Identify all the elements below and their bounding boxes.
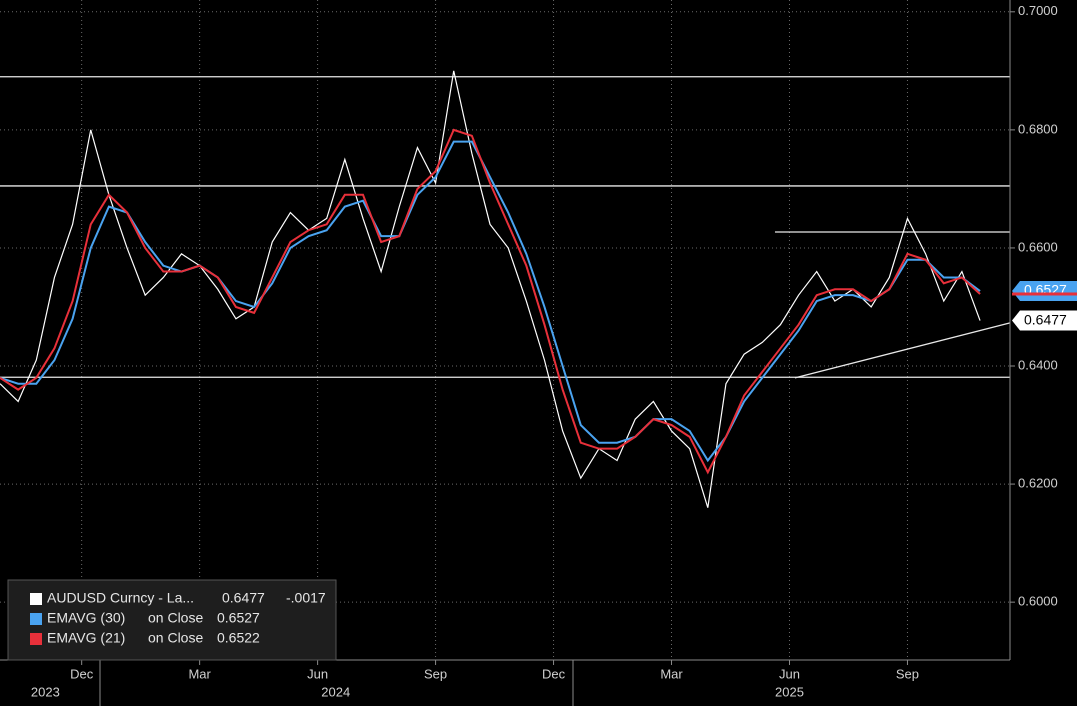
legend-swatch [30,613,42,625]
axes: 0.6000 0.6200 0.6400 0.6600 0.6800 0.7000 Dec M… [31,3,1077,699]
y-tick-label: 0.6000 [1018,594,1058,609]
value-tag-label: 0.6477 [1024,311,1067,327]
legend-swatch [30,633,42,645]
legend-value: 0.6477 [222,590,265,606]
annotations [0,76,1011,379]
value-marker [1012,292,1077,296]
x-tick-label: Dec [542,666,566,681]
legend-value: 0.6522 [217,630,260,646]
x-tick-label: Jun [779,666,800,681]
year-label: 2024 [321,684,350,699]
legend-label: EMAVG (30) [47,610,125,626]
plot [0,70,981,508]
legend-basis: on Close [148,630,203,646]
y-tick-label: 0.6800 [1018,121,1058,136]
y-tick-label: 0.6200 [1018,476,1058,491]
x-tick-label: Mar [660,666,683,681]
legend-label: AUDUSD Curncy - La... [47,590,194,606]
legend-change: -.0017 [286,590,326,606]
x-tick-label: Dec [70,666,94,681]
x-tick-label: Jun [307,666,328,681]
legend-value: 0.6527 [217,610,260,626]
series-line [0,140,981,463]
y-tick-label: 0.6600 [1018,239,1058,254]
legend-label: EMAVG (21) [47,630,125,646]
legend-swatch [30,593,42,605]
trend-line [794,322,1011,379]
legend: AUDUSD Curncy - La... 0.6477 -.0017 EMAVG (… [7,579,337,661]
series-line [0,128,981,475]
value-tag [1012,281,1077,302]
year-label: 2025 [775,684,804,699]
legend-basis: on Close [148,610,203,626]
y-tick-label: 0.7000 [1018,3,1058,18]
legend-box [7,579,337,661]
value-tag [1012,310,1077,331]
x-tick-label: Mar [188,666,211,681]
y-tick-label: 0.6400 [1018,357,1058,372]
series-line [0,70,981,508]
year-label: 2023 [31,684,60,699]
x-tick-label: Sep [896,666,919,681]
x-tick-label: Sep [424,666,447,681]
